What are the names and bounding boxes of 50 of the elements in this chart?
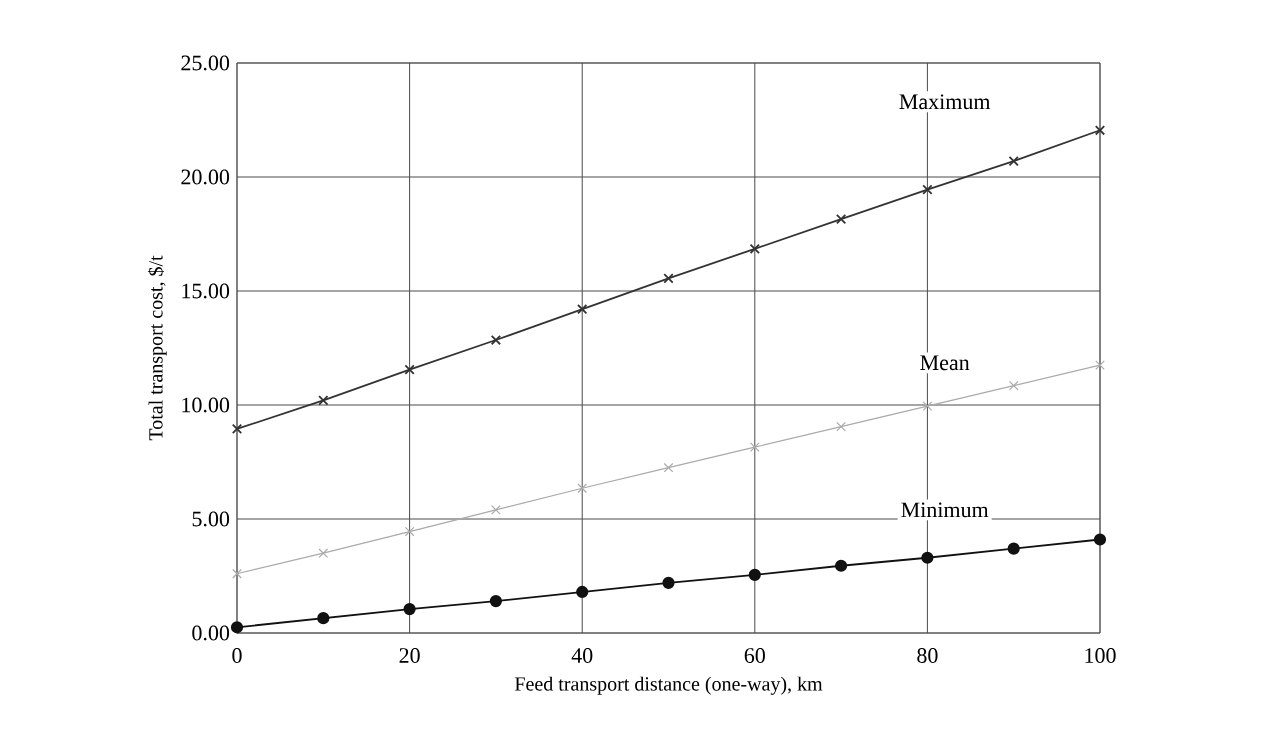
point: [748, 568, 761, 581]
series-label: Mean: [920, 355, 970, 371]
point: [317, 612, 330, 625]
point: [1007, 542, 1020, 555]
point: [921, 551, 934, 564]
point: [489, 594, 502, 608]
y-tick-label: 10.00: [182, 397, 230, 413]
point: [577, 304, 588, 315]
point: [922, 401, 933, 411]
text: Maximum: [899, 94, 991, 110]
point: [836, 421, 846, 432]
y-tick-label: 20.00: [181, 169, 230, 185]
y-tick-label: 5.00: [192, 511, 230, 527]
point: [232, 568, 242, 579]
point: [318, 548, 329, 559]
point: [663, 462, 674, 473]
point: [1093, 533, 1107, 546]
point: [1008, 380, 1019, 391]
point: [1094, 125, 1106, 136]
x-tick-label: 100: [1085, 648, 1116, 663]
point: [403, 602, 416, 616]
point: [230, 621, 244, 634]
y-axis-title: Total transport cost, $/t: [147, 255, 167, 441]
point: [749, 442, 760, 453]
point: [835, 214, 847, 225]
series-label: Minimum: [901, 502, 989, 518]
x-tick-label: 0: [232, 648, 242, 663]
point: [404, 526, 415, 537]
x-tick-label: 80: [917, 648, 938, 663]
point: [1095, 360, 1105, 370]
point: [749, 243, 760, 254]
x-tick-label: 60: [744, 648, 765, 663]
point: [835, 559, 848, 572]
point: [662, 576, 675, 589]
point: [404, 364, 415, 375]
x-tick-label: 20: [399, 648, 420, 663]
point: [922, 184, 933, 195]
point: [1008, 155, 1019, 167]
point: [490, 334, 502, 346]
y-tick-label: 25.00: [181, 55, 230, 71]
point: [576, 585, 589, 599]
point: [231, 423, 243, 435]
x-tick-label: 40: [571, 648, 593, 663]
x-axis-title: Feed transport distance (one-way), km: [514, 676, 823, 695]
point: [318, 395, 329, 406]
point: [663, 273, 674, 284]
y-tick-label: 0.00: [192, 625, 230, 641]
y-tick-label: 15.00: [182, 283, 230, 299]
point: [577, 483, 588, 494]
point: [491, 505, 501, 515]
